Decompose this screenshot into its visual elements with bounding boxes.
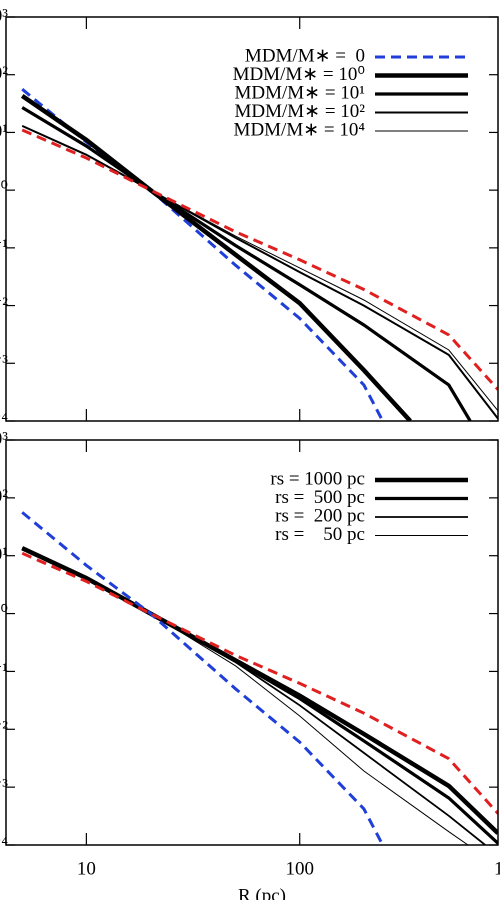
plot-area [21, 511, 498, 845]
y-tick-label: 10⁻¹ [0, 236, 8, 257]
y-tick-label: 10³ [0, 428, 8, 449]
axes-frame [5, 16, 499, 422]
y-tick-label: 10⁻² [0, 294, 8, 315]
y-tick-label: 10⁻² [0, 718, 8, 739]
y-tick-label: 10¹ [0, 544, 8, 565]
legend-label: MDM/M∗ = 0 [245, 45, 365, 66]
axes-frame [5, 439, 499, 846]
legend-label: rs = 1000 pc [270, 468, 365, 489]
x-tick-label: 10 [77, 858, 96, 879]
y-tick-label: 10⁻¹ [0, 660, 8, 681]
y-tick-label: 10⁻³ [0, 352, 8, 373]
legend-label: MDM/M∗ = 10⁴ [234, 119, 366, 140]
y-tick-label: 10² [0, 63, 8, 84]
y-tick-label: 10² [0, 486, 8, 507]
series-line [21, 128, 498, 391]
legend-label: rs = 50 pc [275, 524, 365, 545]
series-line [21, 511, 385, 845]
series-line [21, 125, 498, 412]
legend-label: rs = 500 pc [275, 487, 365, 508]
y-tick-label: 10⁻³ [0, 776, 8, 797]
y-tick-label: 10⁻⁴ [0, 833, 8, 854]
series-line [21, 106, 472, 421]
series-line [21, 547, 486, 845]
y-tick-label: 10⁻⁴ [0, 409, 8, 430]
x-tick-label: 100 [285, 858, 314, 879]
legend-label: rs = 200 pc [275, 505, 365, 526]
x-axis-label: R (pc) [238, 885, 286, 900]
series-line [21, 546, 498, 835]
x-tick-label: 1000 [494, 858, 500, 879]
plot-area [20, 88, 498, 421]
series-line [21, 551, 498, 815]
y-tick-label: 10⁰ [0, 179, 8, 200]
y-tick-label: 10³ [0, 5, 8, 26]
series-line [21, 547, 469, 845]
y-tick-label: 10¹ [0, 121, 8, 142]
legend-label: MDM/M∗ = 10¹ [234, 82, 365, 103]
series-line [20, 94, 412, 421]
legend-label: MDM/M∗ = 10² [234, 101, 365, 122]
y-tick-label: 10⁰ [0, 602, 8, 623]
legend-label: MDM/M∗ = 10⁰ [233, 64, 365, 85]
